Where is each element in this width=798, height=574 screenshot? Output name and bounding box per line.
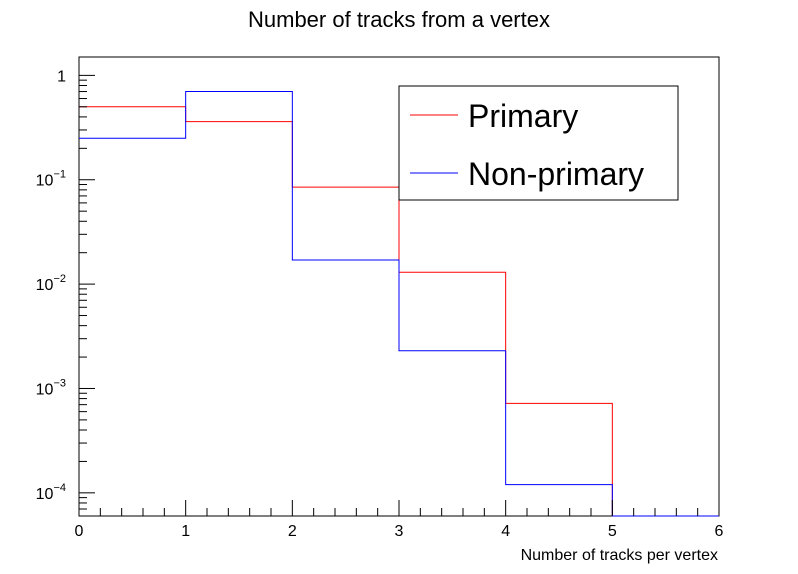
- y-tick-label: 10−2: [36, 273, 66, 294]
- legend-non-primary-label: Non-primary: [468, 156, 644, 192]
- x-tick-label: 0: [75, 523, 84, 540]
- legend-primary-label: Primary: [468, 98, 578, 134]
- x-tick-label: 1: [181, 523, 190, 540]
- y-tick-label: 1: [57, 68, 66, 85]
- x-tick-label: 5: [608, 523, 617, 540]
- x-tick-label: 3: [395, 523, 404, 540]
- x-tick-label: 4: [501, 523, 510, 540]
- y-tick-label: 10−4: [36, 482, 66, 503]
- x-axis-label: Number of tracks per vertex: [521, 547, 718, 564]
- y-tick-label: 10−3: [36, 377, 66, 398]
- x-tick-label: 6: [715, 523, 724, 540]
- y-tick-label: 10−1: [36, 169, 66, 190]
- legend-box: [398, 85, 679, 201]
- series-non-primary-line: [79, 91, 719, 517]
- chart-title: Number of tracks from a vertex: [248, 7, 550, 32]
- x-tick-label: 2: [288, 523, 297, 540]
